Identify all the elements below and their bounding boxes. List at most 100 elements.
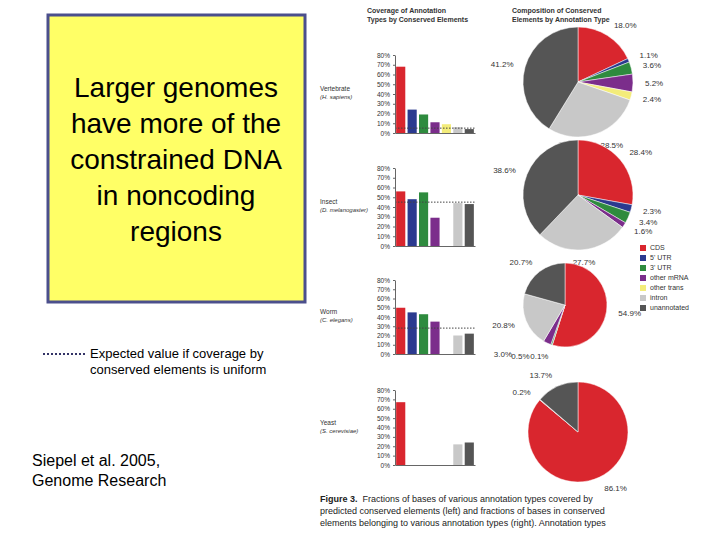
x-axis — [396, 246, 476, 247]
tick-mark — [393, 236, 395, 237]
tick: 0% — [381, 130, 395, 137]
tick-label: 0% — [381, 351, 391, 358]
panel-title: Yeast — [320, 419, 336, 426]
slice — [540, 382, 578, 432]
tick-label: 40% — [377, 204, 390, 211]
legend-label: 5' UTR — [650, 254, 672, 261]
tick-mark — [393, 217, 395, 218]
tick-mark — [393, 123, 395, 124]
tick-mark — [393, 75, 395, 76]
slide-title: have more of the — [71, 108, 281, 139]
axis-line — [396, 465, 476, 466]
slide-title: Larger genomes — [74, 72, 278, 103]
bar — [430, 218, 439, 246]
bar — [465, 443, 474, 466]
tick-label: 10% — [377, 120, 390, 127]
caption: Figure 3.Fractions of bases of various a… — [320, 494, 593, 504]
tick: 60% — [377, 405, 395, 412]
tick: 0% — [381, 243, 395, 250]
tick-label: 70% — [377, 396, 390, 403]
legend-swatch — [640, 255, 646, 261]
tick: 0% — [381, 462, 395, 469]
data-label: 86.1% — [604, 484, 627, 493]
tick-mark — [393, 55, 395, 56]
bar — [419, 314, 428, 354]
bar-chart: Yeast(S. cerevisiae)0%10%20%30%40%50%60%… — [320, 387, 476, 469]
legend-swatch — [640, 245, 646, 251]
tick: 20% — [377, 443, 395, 450]
caption-text: Fractions of bases of various annotation… — [363, 494, 594, 504]
slice — [528, 382, 628, 482]
tick-label: 10% — [377, 452, 390, 459]
tick: 70% — [377, 174, 395, 181]
plot-area — [396, 402, 474, 465]
bar — [396, 402, 405, 465]
tick: 70% — [377, 286, 395, 293]
slice — [523, 27, 578, 129]
slice — [578, 140, 633, 205]
panel-title: Vertebrate — [320, 85, 350, 92]
tick-mark — [393, 428, 395, 429]
expected-line — [395, 202, 475, 203]
tick-mark — [393, 437, 395, 438]
data-label: 3.4% — [639, 218, 657, 227]
y-axis: 0%10%20%30%40%50%60%70%80% — [377, 387, 396, 469]
bar — [396, 67, 405, 133]
tick: 50% — [377, 194, 395, 201]
slide-title: regions — [130, 216, 222, 247]
plot-area — [395, 67, 475, 133]
tick: 80% — [377, 165, 395, 172]
bar — [408, 312, 417, 354]
tick: 50% — [377, 415, 395, 422]
tick-label: 80% — [377, 165, 390, 172]
tick-label: 0% — [381, 462, 391, 469]
tick-mark — [393, 390, 395, 391]
x-axis — [396, 465, 476, 466]
tick-label: 20% — [377, 332, 390, 339]
legend-label: intron — [650, 294, 668, 301]
legend-label: unannotated — [650, 304, 689, 311]
data-label: 28.4% — [629, 148, 652, 157]
tick-label: 30% — [377, 213, 390, 220]
tick-label: 80% — [377, 52, 390, 59]
figure-header: Elements by Annotation Type — [512, 16, 610, 24]
tick: 30% — [377, 323, 395, 330]
pie-chart: 54.9%0.1%0.5%3.0%20.8%20.7% — [492, 258, 641, 361]
bar — [465, 204, 474, 246]
tick: 30% — [377, 100, 395, 107]
legend-swatch — [640, 295, 646, 301]
slices — [523, 27, 633, 137]
tick-mark — [393, 94, 395, 95]
tick-mark — [393, 178, 395, 179]
tick-mark — [393, 65, 395, 66]
bar — [419, 114, 428, 133]
tick-label: 70% — [377, 174, 390, 181]
bar — [396, 308, 405, 354]
bar-chart: Insect(D. melanogaster)0%10%20%30%40%50%… — [320, 165, 476, 250]
tick-label: 30% — [377, 100, 390, 107]
bar-chart: Vertebrate(H. sapiens)0%10%20%30%40%50%6… — [320, 52, 476, 137]
caption-text: elements belonging to various annotation… — [320, 518, 606, 528]
tick-label: 30% — [377, 433, 390, 440]
tick-mark — [393, 133, 395, 134]
panel-title: Worm — [320, 308, 337, 315]
tick-mark — [393, 418, 395, 419]
legend-label: 3' UTR — [650, 264, 672, 271]
tick-label: 20% — [377, 443, 390, 450]
tick: 20% — [377, 332, 395, 339]
tick-label: 0% — [381, 243, 391, 250]
data-label: 20.8% — [492, 321, 515, 330]
data-label: 20.7% — [510, 258, 533, 267]
tick: 80% — [377, 277, 395, 284]
axis-line — [395, 169, 396, 247]
tick-mark — [393, 246, 395, 247]
tick-mark — [393, 399, 395, 400]
tick-mark — [393, 207, 395, 208]
slide-title: in noncoding — [97, 180, 256, 211]
bar — [419, 192, 428, 246]
tick-mark — [393, 465, 395, 466]
pie-chart: 86.1%0.2%13.7% — [512, 371, 628, 493]
expected-note: Expected value if coverage by — [90, 346, 264, 361]
tick-mark — [393, 168, 395, 169]
tick-label: 50% — [377, 194, 390, 201]
